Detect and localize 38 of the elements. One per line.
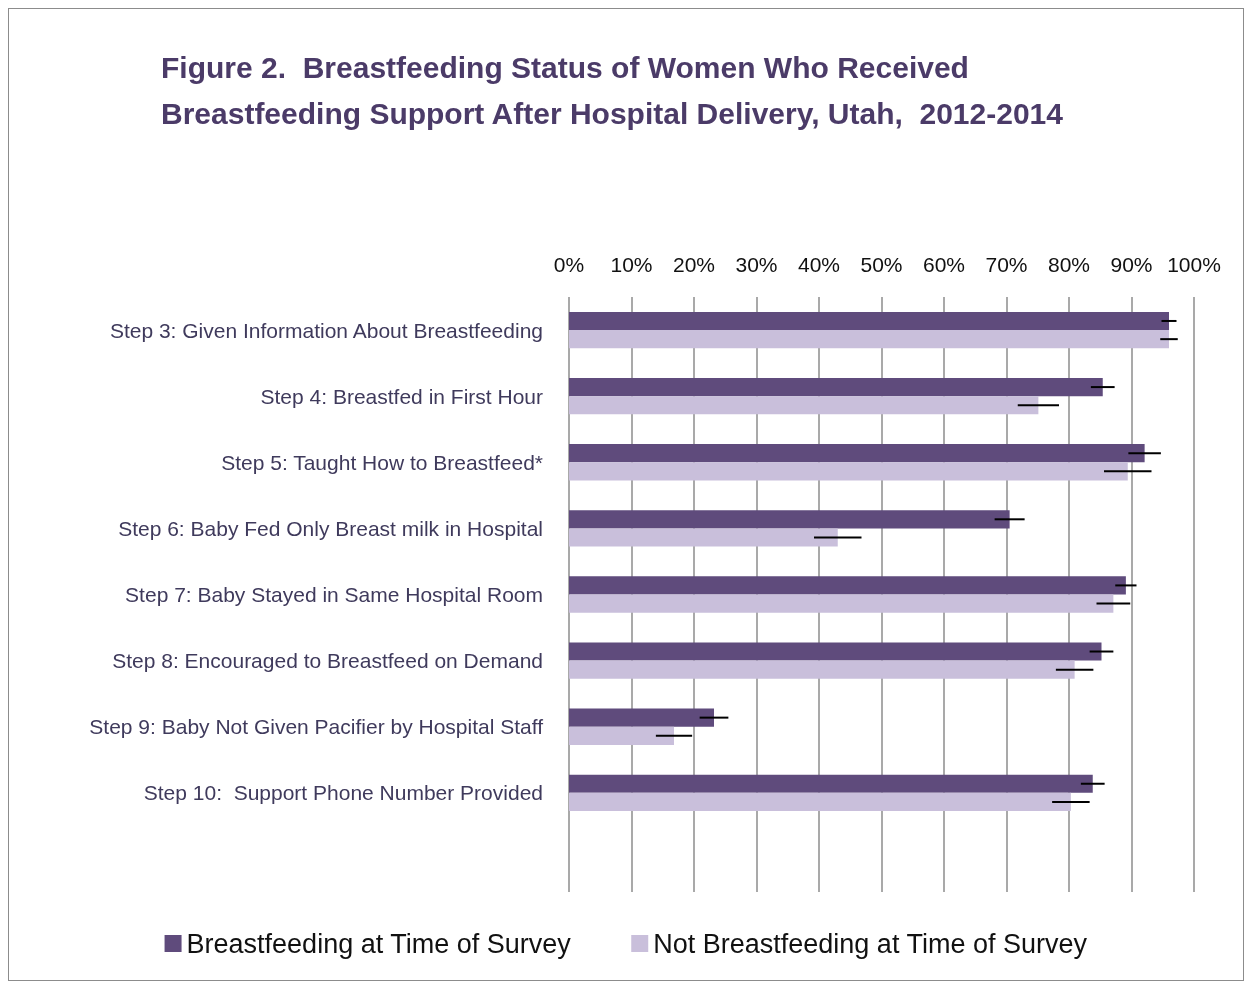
x-tick-label: 50% [860,253,903,276]
y-tick-label: Step 10: Support Phone Number Provided [143,781,543,805]
bar [569,528,838,547]
y-tick-label: Step 4: Breastfed in First Hour [260,384,543,408]
bar [569,377,1103,397]
x-tick-label: 30% [735,253,778,276]
x-tick-label: 100% [1167,253,1221,276]
bar [569,510,1010,529]
x-tick-label: 40% [797,253,841,276]
y-tick-label: Step 7: Baby Stayed in Same Hospital Room [125,583,543,606]
bar [569,396,1039,415]
x-tick-label: 90% [1110,253,1153,276]
bar [569,774,1093,793]
chart-title: Figure 2. Breastfeeding Status of Women Who Received Breastfeeding Support After Hospital Delivery, Utah, 2012-2014 [161,50,1064,130]
bar [569,462,1128,481]
x-tick-label: 60% [922,253,966,276]
y-tick-label: Step 3: Given Information About Breastfeeding [109,318,543,342]
bar [569,444,1145,463]
bar [569,330,1169,349]
bar [569,708,714,727]
x-tick-label: 20% [672,253,716,276]
bar [569,642,1102,661]
bar [569,311,1169,331]
x-tick-label: 10% [610,253,653,276]
bar [569,576,1126,595]
bar [569,594,1114,613]
legend-label: Not Breastfeeding at Time of Survey [653,928,1088,959]
x-tick-label: 70% [985,253,1028,276]
bar [569,792,1071,812]
y-tick-label: Step 8: Encouraged to Breastfeed on Demand [112,649,543,673]
x-tick-label: 80% [1047,253,1091,276]
legend-label: Breastfeeding at Time of Survey [186,928,572,959]
y-tick-label: Step 6: Baby Fed Only Breast milk in Hospital [118,516,543,540]
y-tick-label: Step 9: Baby Not Given Pacifier by Hospital Staff [89,715,544,739]
x-tick-label: 0% [553,253,585,276]
bar [569,660,1075,679]
y-tick-label: Step 5: Taught How to Breastfeed* [221,450,543,474]
bar [569,726,674,745]
